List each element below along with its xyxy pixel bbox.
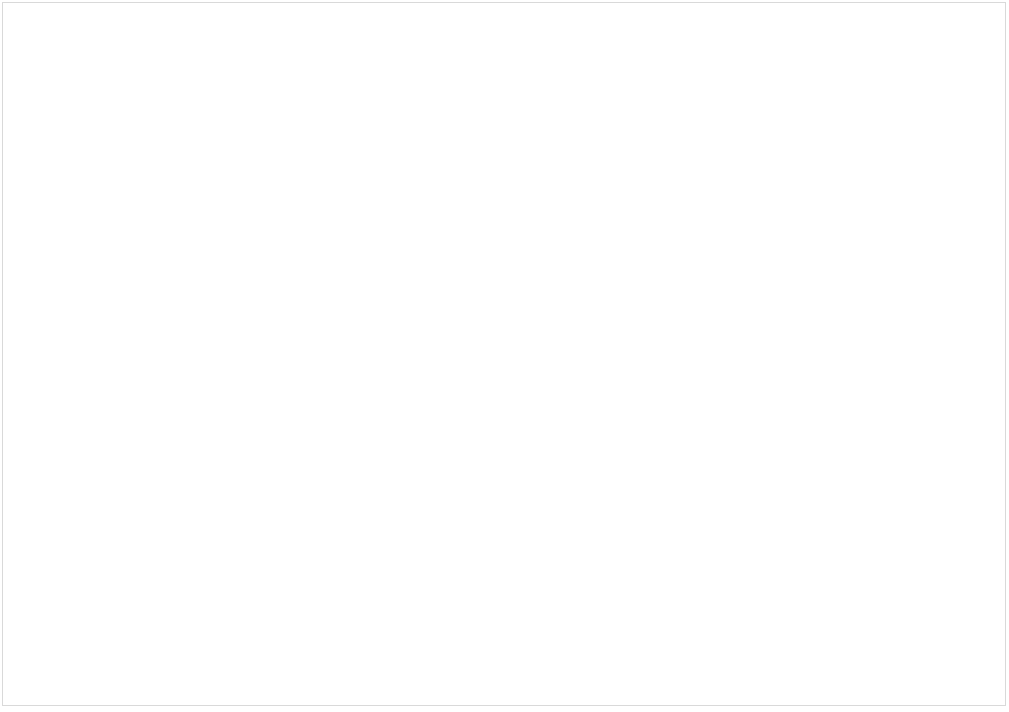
legend-swatch-30-70-icon [465,685,490,695]
legend-item-above-70 [511,685,541,695]
legend-swatch-above-70-icon [511,685,536,695]
legend-item-pe-line [557,689,590,692]
chart-legend [0,681,1009,699]
legend-item-below-30 [419,685,449,695]
legend-line-pe-icon [557,689,585,692]
legend-swatch-below-30-icon [419,685,444,695]
legend-item-30-70 [465,685,495,695]
